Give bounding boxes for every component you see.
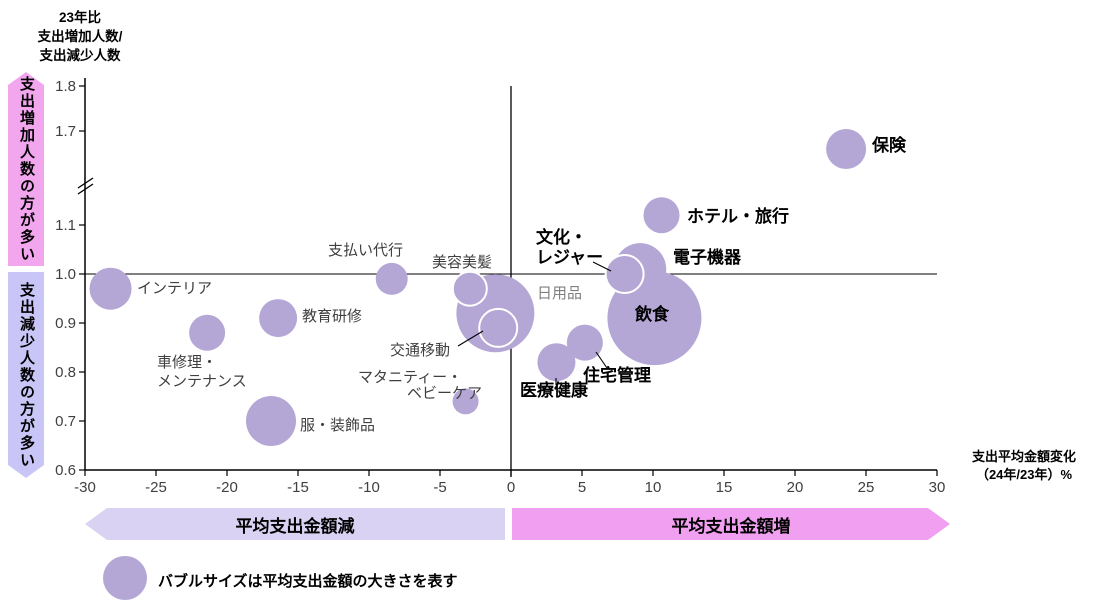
bubble-label-美容美髪: 美容美髪 (432, 254, 492, 271)
y-tick-label: 1.0 (55, 266, 76, 283)
bubble-label-電子機器: 電子機器 (673, 247, 742, 267)
average-spend-decrease-band: 平均支出金額減 (85, 508, 505, 540)
bubble-label-ホテル・旅行: ホテル・旅行 (687, 206, 789, 226)
bubble-label-マタニティー・ベビーケア: ベビーケア (407, 385, 482, 402)
bubble-label-保険: 保険 (871, 135, 907, 155)
bubble-住宅管理 (566, 324, 603, 361)
bubble-label-支払い代行: 支払い代行 (328, 242, 403, 259)
more-spenders-up-arrow: 支出増加人数の方が多い (8, 72, 44, 266)
bubble-label-インテリア: インテリア (137, 280, 212, 297)
x-axis-title-line2: （24年/23年）% (975, 467, 1073, 482)
bubble-車修理・メンテナンス (189, 314, 226, 351)
bubble-label-医療健康: 医療健康 (520, 380, 589, 400)
y-tick-label: 1.8 (55, 78, 76, 95)
bubble-label-飲食: 飲食 (634, 304, 670, 324)
x-tick-label: 5 (578, 479, 586, 496)
x-tick-label: 15 (716, 479, 733, 496)
bubble-label-文化・レジャー: レジャー (536, 248, 603, 267)
x-tick-label: 30 (929, 479, 946, 496)
y-tick-label: 1.7 (55, 123, 76, 140)
x-axis-title-line1: 支出平均金額変化 (971, 449, 1076, 464)
x-tick-label: 10 (645, 479, 662, 496)
y-axis-title: 23年比 支出増加人数/ 支出減少人数 (25, 8, 135, 65)
average-spend-increase-band-label: 平均支出金額増 (671, 516, 791, 536)
average-spend-increase-band: 平均支出金額増 (512, 508, 950, 540)
bubble-美容美髪 (451, 270, 488, 307)
x-tick-label: -25 (145, 479, 167, 496)
fewer-spenders-down-arrow-label: 支出減少人数の方が多い (18, 281, 35, 469)
axis-break-mark (77, 183, 94, 195)
x-tick-label: -10 (358, 479, 380, 496)
x-tick-label: 25 (858, 479, 875, 496)
bubble-飲食 (607, 271, 702, 366)
bubble-教育研修 (259, 299, 298, 338)
bubble-支払い代行 (375, 262, 408, 295)
bubble-label-交通移動: 交通移動 (390, 341, 450, 359)
leader-line-文化・レジャー (592, 261, 612, 272)
bubble-label-服・装飾品: 服・装飾品 (300, 417, 375, 434)
average-spend-decrease-band-label: 平均支出金額減 (235, 516, 355, 536)
y-tick-label: 0.7 (55, 413, 76, 430)
bubble-label-車修理・メンテナンス: 車修理・ (157, 354, 217, 371)
bubble-label-文化・レジャー: 文化・ (536, 227, 587, 247)
bubble-医療健康 (537, 343, 576, 382)
x-tick-label: -15 (287, 479, 309, 496)
x-tick-label: 20 (787, 479, 804, 496)
bubble-label-マタニティー・ベビーケア: マタニティー・ (358, 369, 462, 386)
bubble-label-住宅管理: 住宅管理 (583, 365, 651, 385)
bubble-label-日用品: 日用品 (537, 285, 582, 302)
axis-break-mark (77, 177, 94, 189)
bubble-ホテル・旅行 (643, 197, 680, 234)
bubble-マタニティー・ベビーケア (452, 388, 479, 415)
y-axis-title-line1: 23年比 (58, 10, 102, 25)
leader-line-住宅管理 (595, 351, 608, 369)
bubble-保険 (826, 129, 867, 169)
y-tick-label: 0.9 (55, 315, 76, 332)
x-tick-label: 0 (507, 479, 515, 496)
x-axis-title: 支出平均金額変化 （24年/23年）% (953, 448, 1095, 484)
y-tick-label: 0.8 (55, 364, 76, 381)
leader-line-交通移動 (457, 330, 484, 347)
x-tick-label: -30 (74, 479, 96, 496)
legend-bubble-icon (103, 556, 147, 600)
bubble-服・装飾品 (246, 396, 297, 446)
x-tick-label: -20 (216, 479, 238, 496)
y-axis-title-line3: 支出減少人数 (39, 48, 121, 63)
fewer-spenders-down-arrow: 支出減少人数の方が多い (8, 272, 44, 478)
bubble-インテリア (89, 267, 132, 310)
bubble-交通移動 (478, 307, 519, 348)
bubble-label-車修理・メンテナンス: メンテナンス (157, 373, 247, 390)
y-tick-label: 1.1 (55, 217, 76, 234)
legend-label: バブルサイズは平均支出金額の大きさを表す (158, 573, 458, 590)
y-axis-title-line2: 支出増加人数/ (37, 29, 123, 44)
bubble-label-教育研修: 教育研修 (302, 308, 362, 325)
y-tick-label: 0.6 (55, 462, 76, 479)
x-tick-label: -5 (433, 479, 446, 496)
more-spenders-up-arrow-label: 支出増加人数の方が多い (18, 75, 35, 263)
bubble-文化・レジャー (604, 254, 645, 294)
